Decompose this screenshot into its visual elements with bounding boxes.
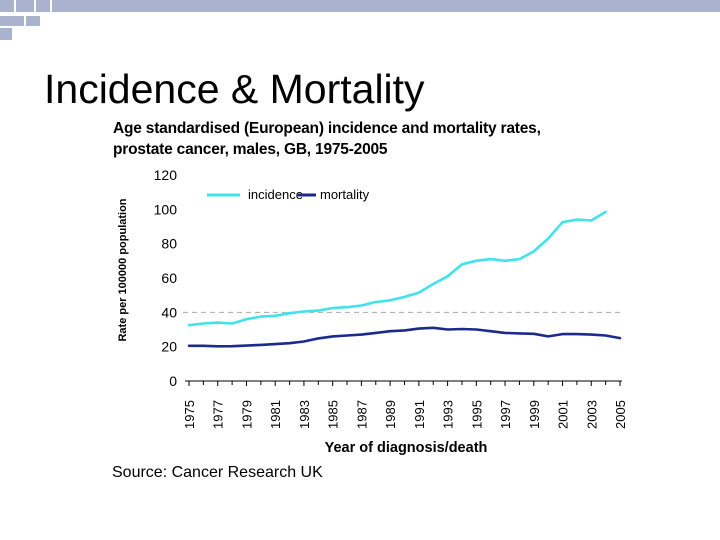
checker-cell xyxy=(26,16,40,26)
y-tick-label: 0 xyxy=(169,373,177,389)
checker-cell xyxy=(36,0,50,12)
checker-cell xyxy=(0,28,12,40)
checker-cell xyxy=(0,16,24,26)
x-tick-label: 1995 xyxy=(469,400,484,429)
y-tick-label: 60 xyxy=(161,270,177,286)
checker-cell xyxy=(52,0,720,12)
y-tick-label: 100 xyxy=(154,201,178,217)
chart-title-line-1: Age standardised (European) incidence an… xyxy=(113,120,541,137)
x-tick-label: 1985 xyxy=(326,400,341,429)
x-tick-label: 2003 xyxy=(584,400,599,429)
x-tick-label: 1977 xyxy=(211,400,226,429)
y-tick-label: 120 xyxy=(154,167,178,183)
y-axis-label: Rate per 100000 population xyxy=(117,198,129,341)
x-tick-label: 1975 xyxy=(182,400,197,429)
series-line-incidence xyxy=(187,210,607,327)
source-caption: Source: Cancer Research UK xyxy=(112,464,323,481)
x-tick-label: 2001 xyxy=(556,400,571,429)
x-tick-label: 1981 xyxy=(268,400,283,429)
decorative-checker-band xyxy=(0,0,720,40)
x-tick-label: 1987 xyxy=(354,400,369,429)
slide-title: Incidence & Mortality xyxy=(44,66,425,112)
y-tick-label: 80 xyxy=(161,236,177,252)
legend-label-incidence: incidence xyxy=(248,187,303,202)
chart-title-line-2: prostate cancer, males, GB, 1975-2005 xyxy=(113,141,388,158)
chart-title: Age standardised (European) incidence an… xyxy=(113,118,633,160)
x-tick-label: 2005 xyxy=(613,400,628,429)
x-tick-label: 1989 xyxy=(383,400,398,429)
checker-cell xyxy=(16,0,34,12)
x-tick-label: 1979 xyxy=(239,400,254,429)
x-tick-label: 1993 xyxy=(441,400,456,429)
series-line-mortality xyxy=(187,326,622,348)
legend-label-mortality: mortality xyxy=(320,187,370,202)
x-tick-label: 1999 xyxy=(527,400,542,429)
y-tick-label: 40 xyxy=(161,304,177,320)
x-tick-label: 1991 xyxy=(412,400,427,429)
x-axis-label: Year of diagnosis/death xyxy=(325,440,488,456)
y-tick-label: 20 xyxy=(161,339,177,355)
x-tick-label: 1983 xyxy=(297,400,312,429)
checker-cell xyxy=(0,0,14,12)
x-tick-label: 1997 xyxy=(498,400,513,429)
